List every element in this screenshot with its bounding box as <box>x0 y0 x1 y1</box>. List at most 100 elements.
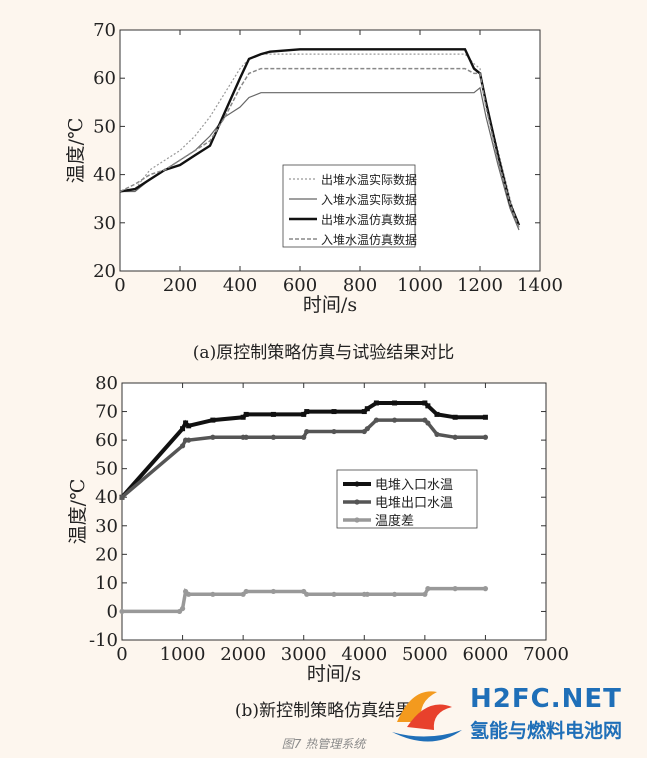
data-point <box>270 411 276 417</box>
data-point <box>422 591 428 597</box>
x-tick-label: 200 <box>163 275 197 296</box>
data-point <box>243 411 249 417</box>
y-tick-label: 40 <box>95 487 118 508</box>
x-tick-label: 6000 <box>463 644 509 665</box>
y-tick-label: 30 <box>93 213 116 234</box>
x-tick-label: 800 <box>343 275 377 296</box>
legend-label: 电堆入口水温 <box>375 478 453 493</box>
data-point <box>243 588 249 595</box>
legend-label: 温度差 <box>375 513 414 529</box>
legend-label: 电堆出口水温 <box>375 496 453 511</box>
y-tick-label: 40 <box>93 165 116 186</box>
figure-caption: 图7 热管理系统 <box>281 737 366 751</box>
x-axis-label: 时间/s <box>307 663 361 685</box>
data-point <box>240 414 246 420</box>
y-tick-label: 70 <box>93 20 116 41</box>
data-point <box>482 414 488 420</box>
data-point <box>301 411 307 417</box>
data-point <box>452 586 458 592</box>
y-tick-label: 20 <box>93 261 116 282</box>
data-point <box>364 426 370 432</box>
data-point <box>452 414 458 420</box>
data-point <box>186 423 192 429</box>
data-point <box>434 431 440 437</box>
data-point <box>304 591 310 597</box>
data-point <box>361 409 367 415</box>
series-line-1 <box>119 53 520 228</box>
data-point <box>210 434 216 440</box>
data-point <box>452 434 458 440</box>
data-point <box>186 591 192 597</box>
data-point <box>180 426 186 432</box>
x-tick-label: 2000 <box>220 644 266 665</box>
watermark-cn: 氢能与燃料电池网 <box>470 720 623 742</box>
data-point <box>270 434 277 440</box>
chart-a: 0 200 400 600 800 1000 1200 1400 20 30 40 50 60 70 时间/… <box>65 20 563 316</box>
y-tick-label: 60 <box>93 68 116 89</box>
y-axis-label: 温度/℃ <box>65 118 87 184</box>
legend-label: 入堆水温仿真数据 <box>321 232 417 247</box>
legend-marker <box>354 481 360 487</box>
caption-a: (a)原控制策略仿真与试验结果对比 <box>192 343 455 363</box>
data-point <box>243 434 249 440</box>
y-tick-label: -10 <box>89 630 118 651</box>
y-tick-label: 60 <box>95 430 118 451</box>
legend-label: 出堆水温仿真数据 <box>321 212 417 227</box>
x-axis-label: 时间/s <box>303 294 357 316</box>
data-point <box>186 437 192 443</box>
x-tick-label: 0 <box>114 275 125 296</box>
y-axis-label: 温度/℃ <box>67 479 89 545</box>
data-point <box>425 403 431 409</box>
data-point <box>422 400 428 406</box>
data-point <box>425 586 431 592</box>
caption-b: (b)新控制策略仿真结果 <box>234 701 413 721</box>
y-tick-label: 30 <box>95 516 118 537</box>
data-point <box>364 591 370 597</box>
chart-b: 0 1000 2000 3000 4000 5000 6000 7000-1001020304… <box>67 373 569 685</box>
x-tick-label: 1000 <box>160 644 206 665</box>
y-tick-label: 20 <box>95 544 118 565</box>
y-tick-label: 80 <box>95 373 118 394</box>
y-tick-label: 10 <box>95 573 118 594</box>
legend-label: 入堆水温实际数据 <box>321 192 417 207</box>
data-point <box>119 494 125 500</box>
data-point <box>331 428 337 435</box>
x-tick-label: 7000 <box>523 644 569 665</box>
series-line-4 <box>119 67 520 228</box>
data-point <box>331 409 337 415</box>
data-point <box>434 411 440 417</box>
x-tick-label: 0 <box>116 644 127 665</box>
legend-marker <box>354 517 360 523</box>
watermark-en: H2FC.NET <box>470 684 622 714</box>
data-point <box>364 406 370 412</box>
data-point <box>179 605 186 612</box>
data-point <box>304 428 310 435</box>
data-point <box>210 417 216 423</box>
data-point <box>304 409 310 415</box>
data-point <box>373 400 379 406</box>
data-point <box>391 591 398 597</box>
data-point <box>391 417 398 423</box>
data-point <box>331 591 337 597</box>
data-point <box>301 434 307 440</box>
data-point <box>482 586 489 592</box>
data-point <box>425 420 431 426</box>
legend-marker <box>354 499 360 505</box>
watermark-logo: H2FC.NET 氢能与燃料电池网 <box>382 672 647 754</box>
data-point <box>119 608 125 615</box>
x-tick-label: 1400 <box>517 275 563 296</box>
x-tick-label: 5000 <box>402 644 448 665</box>
x-tick-label: 1000 <box>397 275 443 296</box>
x-tick-label: 400 <box>223 275 257 296</box>
x-tick-label: 4000 <box>341 644 387 665</box>
data-point <box>179 443 186 449</box>
y-tick-label: 50 <box>95 459 118 480</box>
flame-logo-icon <box>392 691 462 742</box>
x-tick-label: 600 <box>283 275 317 296</box>
data-point <box>210 591 216 597</box>
y-tick-label: 70 <box>95 402 118 423</box>
data-point <box>392 400 398 406</box>
y-tick-label: 0 <box>107 601 118 622</box>
